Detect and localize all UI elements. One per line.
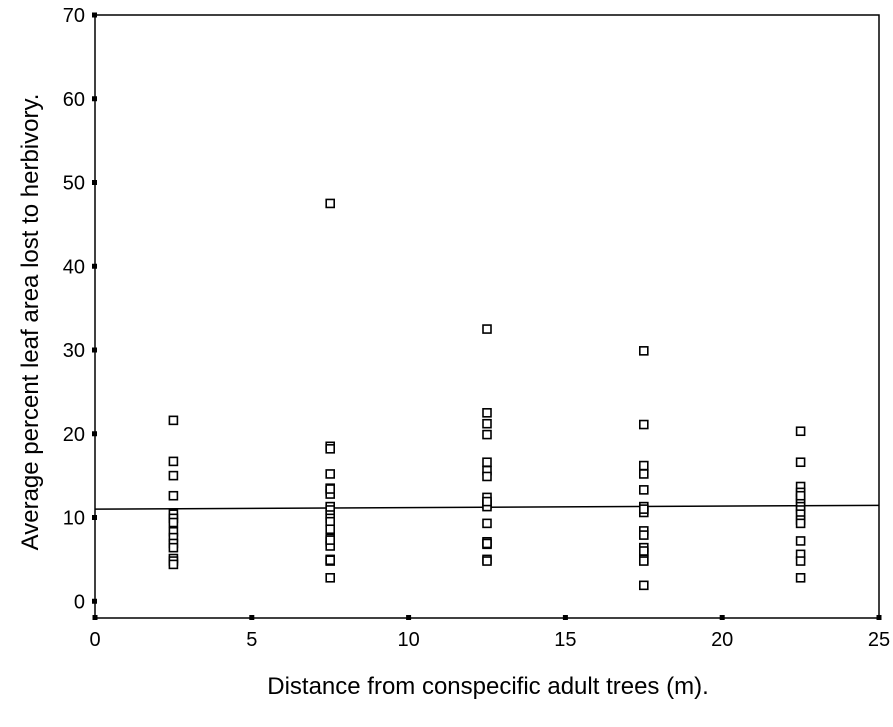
- data-point: [325, 469, 336, 479]
- data-point: [168, 415, 179, 426]
- data-points: [168, 198, 806, 591]
- y-tick-label: 10: [63, 508, 85, 530]
- data-point: [638, 546, 649, 556]
- data-point: [325, 555, 336, 566]
- data-point: [168, 517, 179, 528]
- data-point: [795, 426, 806, 437]
- data-point: [168, 542, 179, 553]
- x-tick-label: 25: [868, 629, 890, 651]
- x-tick-label: 5: [246, 629, 257, 651]
- data-point: [325, 572, 336, 583]
- data-point: [638, 530, 649, 540]
- x-tick-mark: [249, 615, 255, 620]
- data-point: [638, 504, 649, 514]
- data-point: [325, 524, 336, 535]
- data-point: [638, 460, 649, 471]
- y-tick-mark: [92, 347, 97, 353]
- data-point: [325, 484, 336, 494]
- data-point: [482, 418, 492, 429]
- y-tick-label: 50: [63, 173, 85, 195]
- y-tick-label: 70: [63, 5, 85, 27]
- y-tick-mark: [92, 96, 97, 102]
- y-tick-mark: [92, 515, 97, 520]
- data-point: [482, 518, 492, 529]
- data-point: [168, 470, 179, 481]
- x-axis-ticks: 0 5 10 15 20 25: [89, 615, 890, 651]
- y-tick-mark: [92, 180, 97, 185]
- data-point: [638, 419, 649, 430]
- x-tick-mark: [876, 615, 882, 620]
- data-point: [168, 490, 179, 501]
- data-point: [638, 556, 649, 566]
- y-tick-label: 30: [63, 340, 85, 362]
- data-point: [325, 198, 336, 209]
- y-axis-ticks: 0 10 20 30 40 50 60 70: [63, 5, 97, 613]
- data-point: [168, 559, 179, 570]
- data-point: [795, 572, 806, 583]
- x-tick-mark: [406, 615, 412, 620]
- data-point: [795, 457, 806, 468]
- plot-frame: [94, 14, 880, 619]
- y-tick-mark: [92, 598, 97, 604]
- y-tick-label: 20: [63, 424, 85, 446]
- x-tick-label: 15: [554, 629, 576, 651]
- data-point: [482, 408, 492, 418]
- y-tick-label: 0: [74, 591, 85, 613]
- x-tick-label: 0: [89, 629, 100, 651]
- data-point: [482, 538, 492, 549]
- y-tick-mark: [92, 263, 97, 269]
- x-tick-label: 20: [711, 629, 733, 651]
- x-tick-mark: [92, 615, 98, 620]
- data-point: [638, 346, 649, 356]
- x-axis-title: Distance from conspecific adult trees (m…: [267, 673, 708, 700]
- data-point: [325, 535, 336, 545]
- y-tick-label: 60: [63, 89, 85, 111]
- y-tick-label: 40: [63, 256, 85, 278]
- data-point: [482, 457, 492, 468]
- plot-area-border: [94, 14, 880, 619]
- data-point: [638, 580, 649, 591]
- x-tick-mark: [719, 615, 725, 620]
- data-point: [638, 469, 649, 479]
- data-point: [482, 429, 492, 440]
- data-point: [795, 490, 806, 501]
- data-point: [325, 444, 336, 454]
- x-tick-label: 10: [397, 629, 419, 651]
- data-point: [482, 471, 492, 482]
- data-point: [168, 456, 179, 467]
- y-axis-title: Average percent leaf area lost to herbiv…: [17, 94, 44, 551]
- x-tick-mark: [562, 615, 568, 620]
- data-point: [795, 518, 806, 529]
- y-tick-mark: [92, 431, 97, 437]
- data-point: [482, 324, 492, 334]
- y-tick-mark: [92, 12, 97, 18]
- data-point: [482, 556, 492, 566]
- data-point: [795, 536, 806, 546]
- data-point: [638, 485, 649, 495]
- data-point: [482, 496, 492, 507]
- data-point: [795, 556, 806, 566]
